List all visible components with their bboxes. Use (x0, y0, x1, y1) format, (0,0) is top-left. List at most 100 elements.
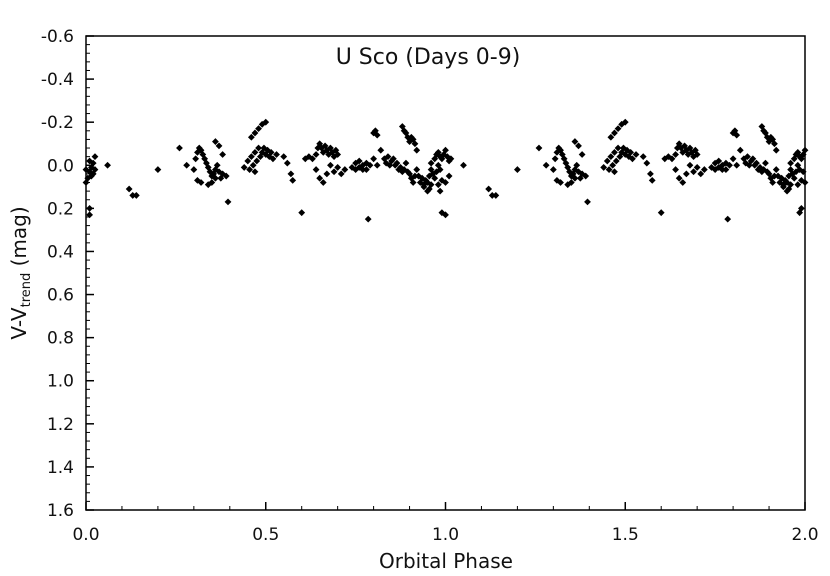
data-point (289, 176, 297, 184)
data-point (772, 166, 780, 173)
data-point (298, 209, 306, 217)
y-tick-label: 0.6 (47, 286, 74, 306)
data-point (201, 155, 209, 163)
data-point (790, 174, 798, 182)
data-point (86, 211, 93, 219)
data-point (355, 157, 363, 165)
data-point (639, 153, 647, 161)
y-tick-label: 1.0 (47, 372, 74, 392)
data-point (445, 172, 453, 180)
data-point (492, 192, 500, 199)
data-point (609, 161, 617, 169)
data-point (661, 155, 669, 163)
data-point (657, 209, 665, 217)
data-point (363, 159, 370, 167)
data-point (614, 125, 622, 133)
data-point (771, 172, 778, 180)
data-point (611, 168, 618, 176)
data-point (434, 181, 442, 189)
data-point (627, 148, 635, 156)
data-point (183, 161, 191, 169)
x-tick-label: 2.0 (791, 525, 818, 545)
data-point (208, 172, 216, 180)
data-point (402, 159, 410, 167)
data-point (255, 144, 262, 152)
data-point (762, 159, 769, 167)
data-point (192, 155, 200, 163)
data-point (212, 174, 219, 182)
data-point (86, 204, 93, 212)
data-point (668, 155, 676, 163)
data-point (442, 211, 449, 219)
data-point (373, 161, 381, 169)
data-point (744, 153, 751, 161)
data-point (359, 166, 367, 173)
data-point (675, 174, 683, 182)
data-point (370, 155, 377, 163)
data-point (224, 198, 232, 206)
data-point (733, 131, 741, 139)
y-axis-ticks: -0.6 -0.4 -0.2 0.0 0.2 0.4 0.6 0.8 1.0 1.2 1.4 1.6 (41, 27, 94, 521)
data-point (436, 187, 444, 195)
data-point (629, 155, 636, 163)
data-point (573, 161, 581, 169)
data-point (334, 164, 342, 171)
x-tick-label: 0.5 (252, 525, 279, 545)
data-point (330, 153, 338, 161)
data-point (204, 181, 212, 189)
data-point (551, 155, 559, 163)
data-point (427, 166, 435, 173)
x-axis-label: Orbital Phase (379, 549, 513, 573)
data-point (312, 151, 320, 158)
data-point (514, 166, 521, 173)
data-point (729, 155, 737, 163)
data-point (571, 138, 579, 145)
data-point (434, 161, 442, 169)
data-point (213, 161, 221, 169)
data-point (582, 172, 590, 180)
data-point (643, 159, 651, 167)
data-point (607, 133, 615, 141)
data-point (605, 166, 613, 173)
data-point (327, 161, 334, 169)
data-point (787, 181, 795, 189)
data-point (431, 174, 439, 182)
data-point (246, 166, 253, 173)
data-point (316, 174, 324, 182)
data-point (267, 148, 275, 156)
data-point (542, 161, 550, 169)
data-point (603, 157, 611, 165)
data-point (571, 174, 579, 182)
data-point (321, 142, 329, 150)
data-point (219, 151, 227, 158)
data-point (154, 166, 162, 173)
data-point (796, 209, 804, 217)
y-tick-label: 1.2 (47, 415, 74, 435)
data-point (262, 151, 270, 158)
data-point (557, 179, 564, 186)
data-point (337, 170, 345, 178)
data-point (287, 170, 295, 178)
data-point (89, 159, 97, 167)
data-point (359, 161, 367, 169)
data-point (567, 179, 575, 186)
data-point (363, 166, 370, 173)
data-point (199, 151, 207, 158)
data-point (204, 164, 212, 171)
data-point (411, 140, 419, 148)
data-point (485, 185, 493, 193)
data-point (194, 176, 201, 184)
data-point (215, 142, 223, 150)
data-point (787, 159, 795, 167)
data-point (377, 146, 385, 154)
data-point (693, 164, 701, 171)
data-point (255, 125, 262, 133)
y-tick-label: -0.2 (41, 113, 74, 133)
y-tick-label: -0.6 (41, 27, 74, 47)
data-point (442, 146, 449, 154)
y-axis-label-main: V-V (7, 307, 31, 340)
data-point (447, 155, 455, 163)
data-point (442, 179, 449, 186)
data-point (722, 159, 730, 167)
data-point (323, 170, 331, 178)
